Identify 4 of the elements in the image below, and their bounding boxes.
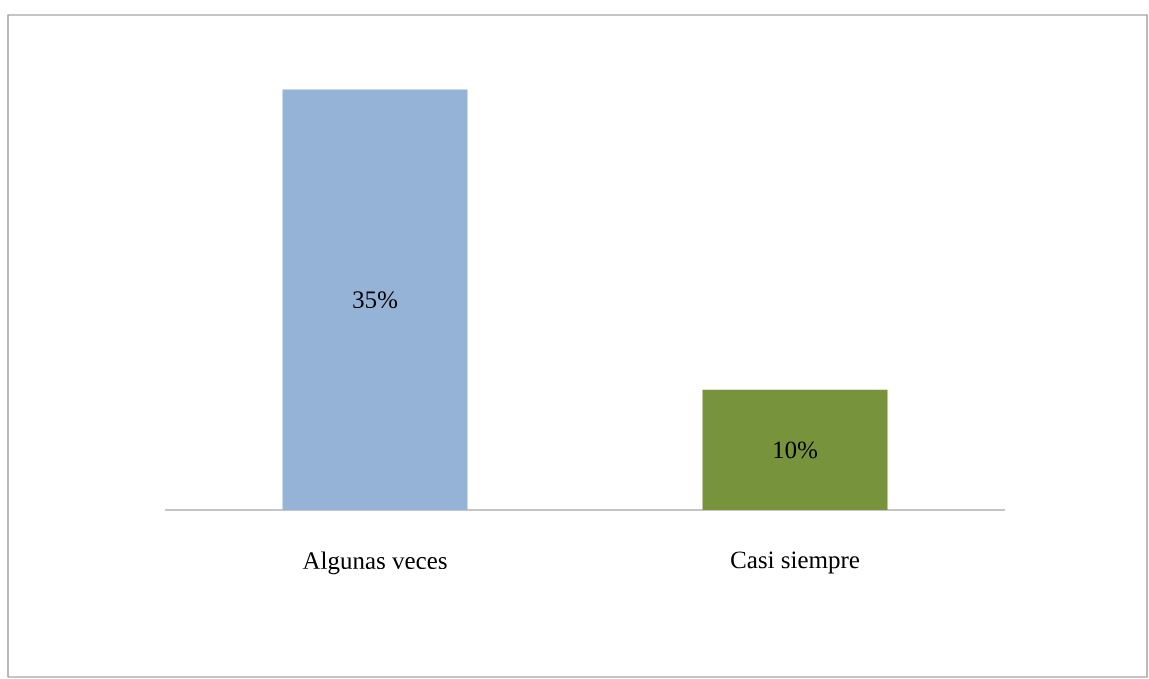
data-label: 35% (353, 291, 398, 309)
x-tick-label: Casi siempre (731, 551, 860, 574)
x-tick-label: Algunas veces (302, 551, 447, 575)
data-label: 10% (774, 441, 818, 459)
